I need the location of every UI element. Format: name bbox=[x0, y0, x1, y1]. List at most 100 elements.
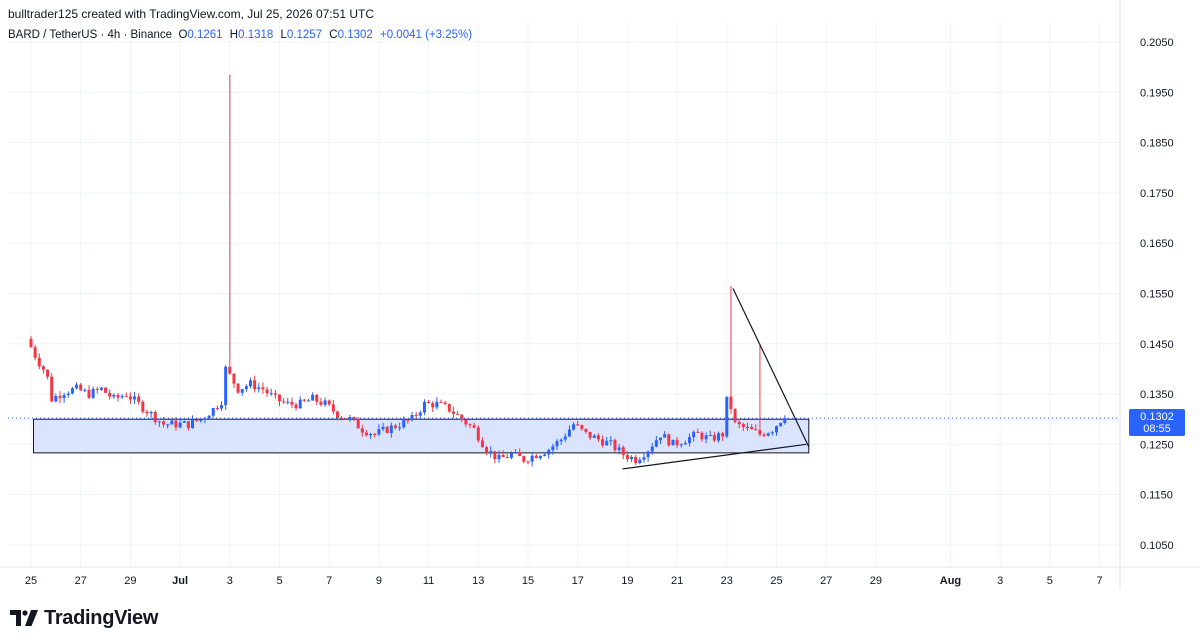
candle-body bbox=[712, 435, 716, 441]
candle-body bbox=[522, 456, 526, 462]
candle-body bbox=[679, 444, 683, 446]
candle-body bbox=[29, 338, 33, 348]
candle-body bbox=[509, 453, 513, 458]
candle-body bbox=[207, 415, 211, 419]
candle-body bbox=[220, 405, 224, 409]
candle-body bbox=[385, 426, 389, 433]
time-tick-label: 23 bbox=[721, 575, 733, 587]
candle-body bbox=[779, 422, 783, 427]
time-tick-label: 19 bbox=[621, 575, 633, 587]
candle-body bbox=[406, 419, 410, 421]
time-tick-label: 15 bbox=[522, 575, 534, 587]
candle-body bbox=[576, 424, 580, 426]
candle-body bbox=[547, 450, 551, 455]
candle-body bbox=[360, 428, 364, 433]
candle-body bbox=[199, 419, 203, 421]
candle-body bbox=[203, 418, 207, 420]
candle-body bbox=[335, 411, 339, 418]
candle-body bbox=[493, 451, 497, 460]
candle-body bbox=[236, 383, 240, 393]
candle-body bbox=[617, 447, 621, 451]
candle-body bbox=[286, 401, 290, 403]
candle-body bbox=[746, 426, 750, 428]
tradingview-logo[interactable]: TradingView bbox=[10, 606, 158, 630]
candle-body bbox=[555, 441, 559, 447]
candle-body bbox=[737, 421, 741, 425]
candle-body bbox=[91, 388, 95, 398]
candle-body bbox=[700, 432, 704, 440]
candle-body bbox=[530, 455, 534, 462]
candle-body bbox=[468, 424, 472, 426]
candle-body bbox=[282, 401, 286, 403]
candle-body bbox=[526, 461, 530, 463]
candle-body bbox=[630, 456, 634, 460]
candle-body bbox=[501, 454, 505, 458]
candle-body bbox=[54, 396, 58, 402]
candle-body bbox=[654, 440, 658, 447]
candle-body bbox=[186, 421, 190, 428]
candle-body bbox=[588, 431, 592, 438]
price-tick-label: 0.1550 bbox=[1140, 288, 1174, 300]
time-tick-label: 3 bbox=[997, 575, 1003, 587]
candle-body bbox=[733, 409, 737, 422]
candle-body bbox=[66, 393, 70, 395]
candle-body bbox=[422, 401, 426, 413]
close-value: 0.1302 bbox=[337, 29, 373, 41]
candle-body bbox=[108, 392, 112, 397]
candle-body bbox=[70, 388, 74, 394]
candle-body bbox=[696, 431, 700, 433]
candle-body bbox=[559, 439, 563, 442]
candle-body bbox=[414, 415, 418, 417]
time-tick-label: 5 bbox=[1047, 575, 1053, 587]
candle-body bbox=[249, 380, 253, 387]
candle-body bbox=[128, 396, 132, 400]
candle-body bbox=[650, 446, 654, 452]
candle-body bbox=[294, 404, 298, 409]
candle-body bbox=[195, 419, 199, 421]
candle-body bbox=[62, 394, 66, 399]
candle-body bbox=[543, 454, 547, 456]
candle-body bbox=[364, 432, 368, 436]
time-tick-label: 21 bbox=[671, 575, 683, 587]
time-tick-label: 5 bbox=[276, 575, 282, 587]
price-tick-label: 0.1250 bbox=[1140, 439, 1174, 451]
candle-body bbox=[162, 421, 166, 425]
candle-body bbox=[447, 403, 451, 412]
open-value: 0.1261 bbox=[187, 29, 223, 41]
candle-body bbox=[344, 418, 348, 420]
candle-body bbox=[638, 459, 642, 464]
candle-body bbox=[265, 389, 269, 394]
time-tick-label: 17 bbox=[572, 575, 584, 587]
candle-body bbox=[340, 417, 344, 419]
candle-body bbox=[688, 437, 692, 443]
candle-body bbox=[302, 399, 306, 401]
candle-body bbox=[642, 457, 646, 460]
candle-body bbox=[762, 434, 766, 436]
price-tick-label: 0.1750 bbox=[1140, 188, 1174, 200]
candle-body bbox=[435, 401, 439, 408]
candle-body bbox=[327, 400, 331, 405]
time-tick-label: 27 bbox=[820, 575, 832, 587]
candle-body bbox=[551, 446, 555, 451]
time-tick-label: Jul bbox=[172, 575, 188, 587]
tradingview-logo-icon bbox=[10, 610, 38, 626]
low-key: L bbox=[280, 29, 287, 41]
candle-body bbox=[228, 366, 232, 374]
candle-body bbox=[389, 425, 393, 433]
candle-body bbox=[369, 433, 373, 436]
candle-body bbox=[601, 439, 605, 446]
candle-body bbox=[104, 387, 108, 393]
time-tick-label: 25 bbox=[770, 575, 782, 587]
price-tick-label: 0.1150 bbox=[1140, 490, 1173, 502]
time-tick-label: 27 bbox=[75, 575, 87, 587]
candle-body bbox=[331, 404, 335, 412]
candle-body bbox=[671, 439, 675, 446]
candle-body bbox=[480, 440, 484, 448]
candle-body bbox=[244, 386, 248, 390]
candle-body bbox=[253, 380, 257, 390]
symbol-name[interactable]: BARD / TetherUS · 4h · Binance bbox=[8, 29, 173, 41]
candle-body bbox=[133, 396, 137, 400]
candle-body bbox=[124, 396, 128, 398]
high-key: H bbox=[229, 29, 239, 41]
